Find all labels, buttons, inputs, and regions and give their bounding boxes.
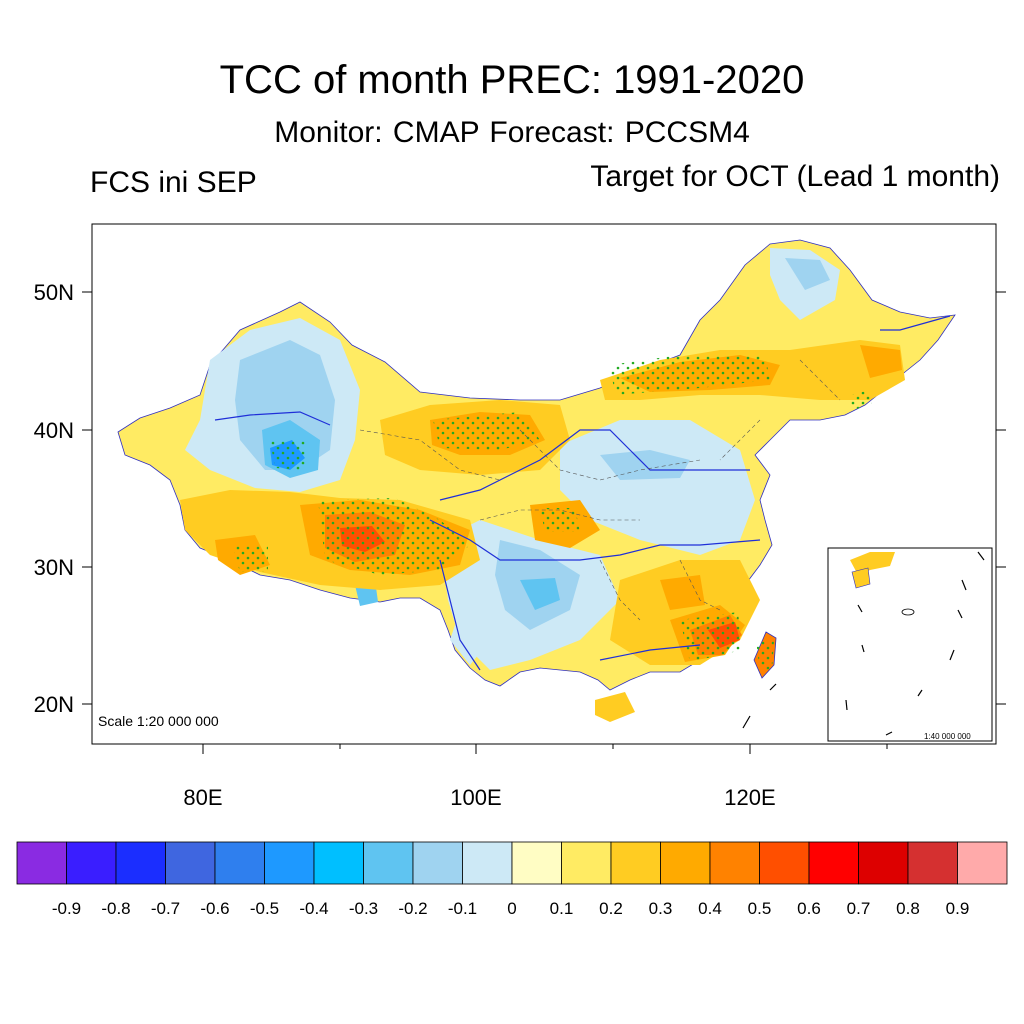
lat-label-30n: 30N [34,555,74,580]
chart-subtitle: Monitor: CMAP Forecast: PCCSM4 [274,116,750,149]
colorbar-label: 0.2 [599,899,623,918]
colorbar-label: 0 [507,899,516,918]
colorbar-swatch [511,841,562,885]
colorbar-label: 0.3 [649,899,673,918]
colorbar-swatch [561,841,612,885]
colorbar-label: 0.7 [847,899,871,918]
lon-label-100e: 100E [450,785,501,810]
colorbar-swatch [313,841,364,885]
colorbar-swatch [759,841,810,885]
colorbar-label: 0.4 [698,899,722,918]
lon-label-80e: 80E [183,785,222,810]
lat-label-40n: 40N [34,418,74,443]
colorbar-label: -0.7 [151,899,180,918]
target-label: Target for OCT (Lead 1 month) [590,160,1000,193]
lat-label-50n: 50N [34,280,74,305]
rivers [214,315,951,671]
region-north-china-negative [560,420,755,555]
colorbar-label: -0.2 [398,899,427,918]
colorbar-label: 0.1 [550,899,574,918]
colorbar-label: -0.9 [52,899,81,918]
significance-stippling [232,355,872,672]
colorbar-swatch [957,841,1008,885]
colorbar-label: 0.8 [896,899,920,918]
south-china-sea-inset: 1:40 000 000 [827,547,993,742]
colorbar-swatch [907,841,958,885]
map-frame [91,223,997,745]
colorbar-label: 0.9 [946,899,970,918]
colorbar-label: -0.6 [200,899,229,918]
colorbar-label: 0.6 [797,899,821,918]
colorbar-label: -0.4 [299,899,328,918]
colorbar-swatch [66,841,117,885]
forecast-init-label: FCS ini SEP [90,166,257,199]
chart-title: TCC of month PREC: 1991-2020 [219,58,805,102]
colorbar-swatch [16,841,67,885]
south-sea-islands [742,683,777,729]
province-borders [359,359,841,621]
scale-label: Scale 1:20 000 000 [98,713,219,729]
lat-label-20n: 20N [34,692,74,717]
lon-ticks [202,744,888,754]
colorbar-swatch [115,841,166,885]
colorbar-swatch [412,841,463,885]
colorbar-swatch [610,841,661,885]
colorbar-label: -0.3 [349,899,378,918]
colorbar-swatch [660,841,711,885]
lat-ticks [82,291,1006,705]
lon-label-120e: 120E [724,785,775,810]
colorbar-label: -0.1 [448,899,477,918]
inset-scale-label: 1:40 000 000 [924,732,971,741]
colorbar-swatch [165,841,216,885]
colorbar: -0.9 -0.8 -0.7 -0.6 -0.5 -0.4 -0.3 -0.2 -0.1 0 0.1… [16,841,1008,918]
colorbar-swatch [808,841,859,885]
colorbar-swatch [214,841,265,885]
colorbar-swatch [363,841,414,885]
colorbar-swatch [858,841,909,885]
colorbar-swatch [264,841,315,885]
colorbar-label: 0.5 [748,899,772,918]
colorbar-label: -0.5 [250,899,279,918]
china-map [117,239,956,729]
colorbar-swatch [709,841,760,885]
colorbar-label: -0.8 [101,899,130,918]
colorbar-swatch [462,841,513,885]
